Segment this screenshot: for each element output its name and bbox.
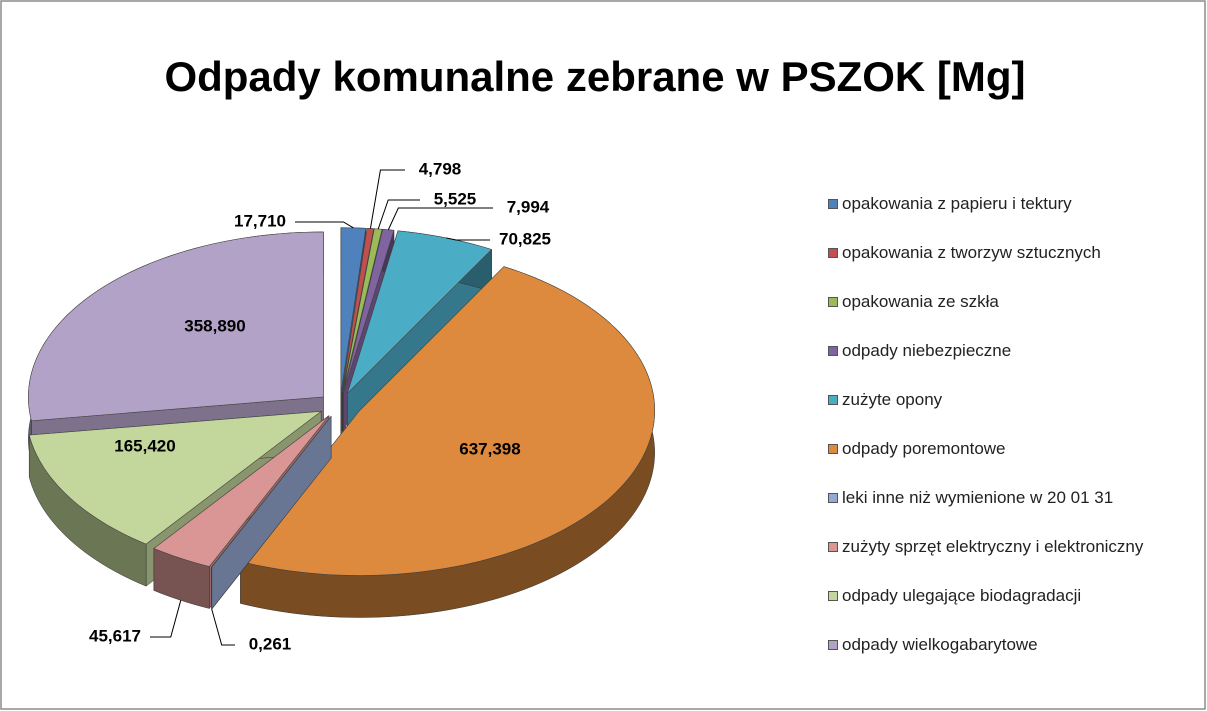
data-label: 0,261 (249, 634, 292, 653)
legend-label: opakowania z tworzyw sztucznych (842, 243, 1101, 262)
legend-label: zużyte opony (842, 390, 943, 409)
legend-swatch (828, 542, 838, 552)
slice (211, 416, 332, 568)
legend-label: leki inne niż wymienione w 20 01 31 (842, 488, 1114, 507)
legend-item: leki inne niż wymienione w 20 01 31 (828, 487, 1168, 536)
legend-label: zużyty sprzęt elektryczny i elektroniczn… (842, 537, 1144, 556)
legend-swatch (828, 444, 838, 454)
legend-label: opakowania z papieru i tektury (842, 194, 1072, 213)
data-label: 637,398 (459, 439, 520, 458)
slice (28, 410, 323, 545)
legend-swatch (828, 297, 838, 307)
data-label: 45,617 (89, 626, 141, 645)
legend-swatch (828, 591, 838, 601)
legend-label: odpady wielkogabarytowe (842, 635, 1038, 654)
legend-item: zużyte opony (828, 389, 1168, 438)
slice (28, 231, 324, 422)
slice (239, 266, 655, 576)
data-label: 17,710 (234, 211, 286, 230)
data-label: 7,994 (507, 197, 550, 216)
data-label: 165,420 (114, 436, 175, 455)
legend-item: opakowania z tworzyw sztucznych (828, 242, 1168, 291)
leader-line (150, 600, 182, 638)
data-label: 358,890 (184, 316, 245, 335)
legend-swatch (828, 493, 838, 503)
legend-label: odpady niebezpieczne (842, 341, 1012, 360)
legend-label: odpady ulegające biodagradacji (842, 586, 1082, 605)
slice (342, 228, 383, 393)
data-label: 70,825 (499, 229, 551, 248)
data-label: 4,798 (419, 159, 462, 178)
legend-item: odpady wielkogabarytowe (828, 634, 1168, 683)
legend-label: odpady poremontowe (842, 439, 1006, 458)
legend-swatch (828, 640, 838, 650)
legend-swatch (828, 395, 838, 405)
leader-line (369, 169, 405, 229)
slice (340, 227, 367, 393)
legend-swatch (828, 248, 838, 258)
chart-title: Odpady komunalne zebrane w PSZOK [Mg] (164, 53, 1025, 100)
leader-line (387, 207, 493, 230)
leader-line (446, 237, 490, 241)
legend-swatch (828, 199, 838, 209)
legend: opakowania z papieru i tektury opakowania… (828, 193, 1168, 683)
leader-line (295, 221, 354, 229)
legend-item: zużyty sprzęt elektryczny i elektroniczn… (828, 536, 1168, 585)
legend-swatch (828, 346, 838, 356)
legend-item: opakowania z papieru i tektury (828, 193, 1168, 242)
data-label: 5,525 (434, 189, 477, 208)
slice (153, 415, 330, 567)
legend-item: odpady ulegające biodagradacji (828, 585, 1168, 634)
leader-line (377, 199, 420, 230)
legend-item: opakowania ze szkła (828, 291, 1168, 340)
leader-line (211, 609, 235, 646)
legend-label: opakowania ze szkła (842, 292, 999, 311)
legend-item: odpady niebezpieczne (828, 340, 1168, 389)
legend-item: odpady poremontowe (828, 438, 1168, 487)
